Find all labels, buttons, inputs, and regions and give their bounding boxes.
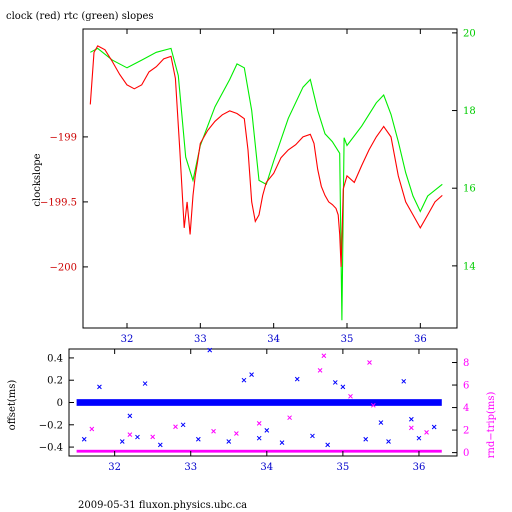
rndtrip-point <box>408 425 414 431</box>
slopes-plot-frame <box>82 28 458 329</box>
offset-axis-label: offset(ms) <box>7 380 18 431</box>
offset-point <box>135 434 140 440</box>
offset-point <box>363 436 369 442</box>
y2-tick-label: 14 <box>463 261 476 272</box>
x-tick-label: 36 <box>414 334 427 345</box>
slopes-panel: 32 33 34 35 36 −199 −199.5 −200 20 18 16 14 clock… <box>32 28 476 345</box>
y-tick-label: 0.2 <box>47 376 63 387</box>
x-tick-label: 32 <box>121 334 134 345</box>
offset-point <box>127 413 133 419</box>
rndtrip-axis-label: rnd−trip(ms) <box>486 391 497 458</box>
offset-point <box>226 439 232 444</box>
rndtrip-point <box>256 420 262 426</box>
offset-dense-band <box>76 399 442 406</box>
rndtrip-point <box>317 368 323 373</box>
x-tick-label: 33 <box>194 334 207 345</box>
x-tick-label: 32 <box>108 462 121 473</box>
offset-point <box>157 442 163 448</box>
offset-point <box>408 416 414 422</box>
x-tick-label: 35 <box>337 462 350 473</box>
offset-point <box>256 435 262 441</box>
y-axis-label: clockslope <box>32 153 43 206</box>
y2-tick-label: 18 <box>463 106 476 117</box>
y-tick-label: 0.4 <box>47 353 63 364</box>
rndtrip-point <box>173 424 178 430</box>
rndtrip-point <box>211 428 216 434</box>
rndtrip-point <box>348 393 353 399</box>
y-tick-label: −0.2 <box>39 420 63 431</box>
offset-point <box>340 384 346 390</box>
offset-point <box>264 428 270 433</box>
rndtrip-point <box>424 429 429 435</box>
x-tick-label: 36 <box>413 462 426 473</box>
offset-point <box>325 442 331 448</box>
y-tick-label: −0.4 <box>39 443 63 454</box>
y-tick-label: 0 <box>57 398 63 409</box>
y-tick-label: −199 <box>50 132 77 143</box>
rtc-series-line <box>90 47 443 321</box>
offset-point <box>416 435 422 441</box>
rndtrip-dense-band <box>76 449 442 453</box>
offset-point <box>401 378 407 384</box>
offset-panel: 32 33 34 35 36 0.4 0.2 0 −0.2 −0.4 8 6 4 2 0 offset(… <box>7 347 497 473</box>
offset-point <box>279 440 285 445</box>
footer-caption: 2009-05-31 fluxon.physics.ubc.ca <box>78 500 247 511</box>
offset-point <box>378 420 384 425</box>
x-tick-label: 34 <box>267 334 280 345</box>
rndtrip-point <box>127 432 133 437</box>
offset-point <box>119 439 125 444</box>
x-tick-label: 35 <box>341 334 354 345</box>
offset-point <box>386 439 391 444</box>
y2-tick-label: 4 <box>463 403 469 414</box>
offset-point <box>249 372 254 377</box>
offset-point <box>180 422 186 428</box>
rndtrip-point <box>234 431 239 436</box>
offset-point <box>241 377 247 383</box>
rndtrip-point <box>321 353 327 359</box>
rndtrip-point <box>89 426 95 432</box>
y2-tick-label: 16 <box>463 184 476 195</box>
y2-tick-label: 8 <box>463 358 469 369</box>
clock-series-line <box>89 45 443 267</box>
offset-point <box>332 380 338 385</box>
x-tick-label: 33 <box>184 462 197 473</box>
rndtrip-point <box>150 434 156 440</box>
rndtrip-point <box>367 360 372 365</box>
offset-point <box>207 347 213 353</box>
y2-tick-label: 6 <box>463 381 469 392</box>
y-tick-label: −200 <box>50 262 77 273</box>
offset-point <box>97 384 102 390</box>
y-tick-label: −199.5 <box>40 197 77 208</box>
y2-tick-label: 0 <box>463 448 469 459</box>
offset-point <box>81 436 87 442</box>
rndtrip-point <box>287 415 292 421</box>
offset-point <box>431 424 437 430</box>
chart-title: clock (red) rtc (green) slopes <box>6 11 154 22</box>
offset-point <box>142 381 148 386</box>
x-tick-label: 34 <box>260 462 273 473</box>
y2-tick-label: 2 <box>463 426 469 437</box>
offset-point <box>310 433 315 439</box>
offset-point <box>195 436 201 442</box>
rndtrip-point <box>370 402 376 408</box>
y2-tick-label: 20 <box>463 28 476 39</box>
offset-point <box>294 376 300 382</box>
